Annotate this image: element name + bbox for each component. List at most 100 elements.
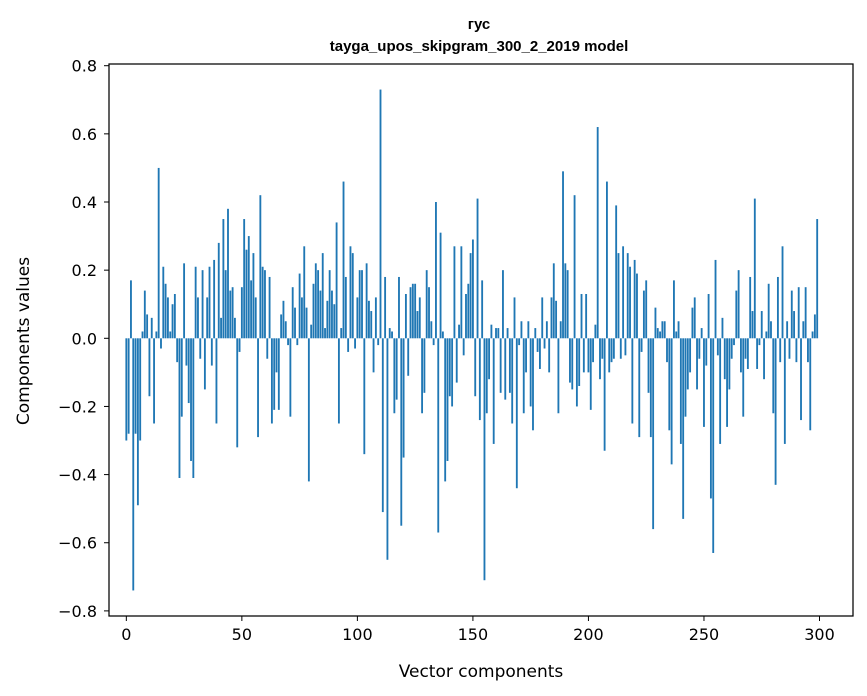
bar — [599, 338, 601, 380]
bar — [559, 321, 562, 339]
bar — [495, 328, 497, 339]
bar — [125, 338, 128, 441]
y-axis-ticks: −0.8 −0.6 −0.4 −0.2 0.0 0.2 0.4 0.6 0.8 — [58, 57, 109, 621]
y-tick-label: 0.6 — [72, 125, 97, 144]
bar — [190, 338, 192, 461]
bar — [790, 290, 793, 339]
bar — [254, 297, 257, 339]
bar — [603, 338, 606, 451]
bar — [522, 338, 525, 414]
bar — [176, 338, 179, 363]
bar — [264, 270, 266, 339]
bar — [478, 338, 481, 421]
bar — [719, 338, 722, 444]
bar — [626, 253, 629, 339]
bar — [518, 338, 521, 346]
bar — [418, 297, 421, 339]
bar — [735, 290, 738, 339]
bar — [776, 276, 779, 339]
bar — [548, 338, 551, 373]
bar — [199, 338, 202, 359]
bar — [203, 338, 206, 390]
bar — [307, 338, 310, 482]
bar — [502, 270, 504, 339]
bar — [243, 219, 246, 339]
bar — [342, 181, 345, 339]
bars-group — [125, 89, 819, 591]
bar — [377, 338, 380, 346]
bar — [460, 246, 463, 339]
bar — [289, 338, 292, 417]
bar — [816, 219, 819, 339]
bar — [652, 338, 655, 530]
bar — [619, 338, 622, 359]
bar — [758, 338, 761, 346]
bar — [238, 338, 241, 352]
bar — [146, 314, 149, 339]
bar — [173, 294, 176, 339]
bar — [374, 297, 377, 339]
bar — [162, 266, 165, 339]
bar — [157, 167, 160, 339]
bar — [541, 297, 544, 339]
bar — [425, 270, 428, 339]
bar — [788, 338, 791, 359]
bar — [481, 280, 484, 339]
bar — [539, 338, 541, 369]
x-tick-label: 50 — [232, 625, 252, 644]
bar — [589, 338, 592, 410]
y-tick-label: 0.2 — [72, 261, 97, 280]
bar — [404, 294, 407, 339]
bar — [566, 270, 569, 339]
bar — [707, 294, 710, 339]
bar — [640, 338, 643, 352]
bar — [455, 338, 458, 383]
y-tick-label: −0.6 — [58, 534, 97, 553]
bar — [520, 321, 523, 339]
bar — [257, 338, 259, 438]
bar — [488, 338, 491, 380]
x-tick-label: 200 — [573, 625, 604, 644]
bar — [150, 317, 153, 339]
bar — [197, 297, 199, 339]
bar — [654, 307, 657, 339]
y-tick-label: −0.8 — [58, 602, 97, 621]
bar — [435, 202, 437, 339]
bar — [629, 266, 631, 339]
bar — [779, 338, 782, 363]
bar — [490, 324, 493, 339]
bar — [349, 246, 352, 339]
bar — [712, 338, 715, 553]
bar — [740, 338, 742, 373]
bar — [310, 324, 313, 339]
bar — [155, 331, 158, 339]
bar — [134, 338, 137, 434]
bar — [234, 317, 236, 339]
bar — [453, 246, 456, 339]
bar — [730, 338, 733, 359]
bar — [508, 338, 511, 393]
bar — [666, 338, 668, 363]
bar — [229, 290, 232, 339]
bar — [333, 304, 336, 339]
bar — [361, 270, 363, 339]
bar — [130, 280, 132, 339]
x-tick-label: 150 — [458, 625, 489, 644]
bar — [624, 338, 627, 356]
bar — [372, 338, 375, 373]
bar — [772, 338, 775, 414]
bar — [167, 297, 169, 339]
bar — [721, 317, 724, 339]
bar — [430, 321, 433, 339]
bar — [451, 338, 454, 407]
bar — [213, 259, 216, 339]
bar — [409, 287, 412, 339]
bar — [534, 328, 537, 339]
bar — [402, 338, 405, 458]
bar — [679, 338, 682, 444]
bar — [448, 338, 451, 397]
bar — [506, 328, 509, 339]
bar — [744, 338, 747, 359]
bar — [215, 338, 218, 424]
bar — [141, 331, 144, 339]
